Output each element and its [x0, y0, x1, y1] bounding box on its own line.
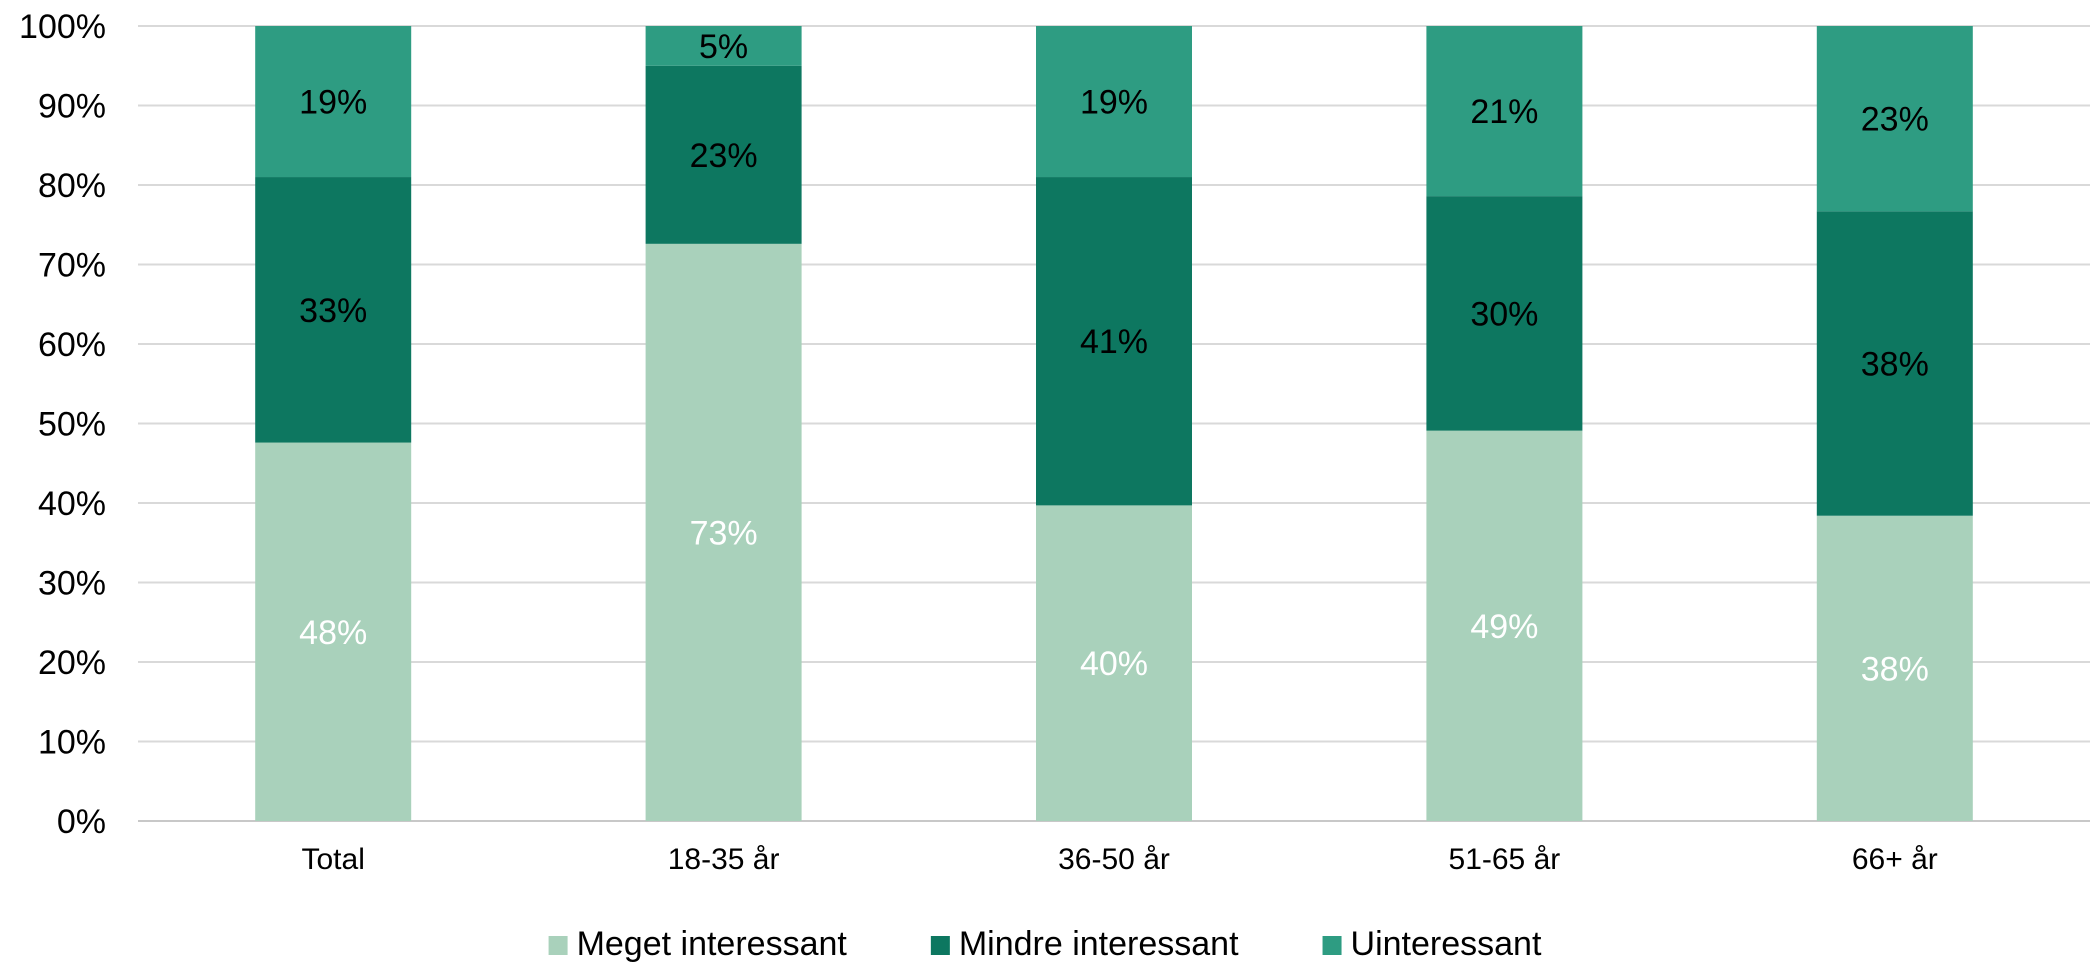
bar-segment	[1816, 26, 1973, 212]
data-label: 19%	[299, 84, 367, 122]
y-tick-label: 100%	[19, 8, 106, 46]
data-label: 33%	[299, 292, 367, 330]
y-tick-label: 10%	[38, 724, 106, 762]
bar-segment	[1036, 26, 1192, 178]
bar-segment	[1426, 26, 1583, 197]
x-tick-label: 36-50 år	[1058, 843, 1170, 876]
legend-swatch	[930, 936, 950, 955]
y-tick-label: 40%	[38, 485, 106, 523]
x-tick-label: 66+ år	[1852, 843, 1938, 876]
bar-segment	[1816, 515, 1973, 821]
legend-label: Mindre interessant	[959, 925, 1239, 963]
bar-segment	[255, 26, 412, 178]
data-label: 19%	[1080, 84, 1148, 122]
x-axis-categories: Total 18-35 år 36-50 år 51-65 år 66+ år	[302, 843, 1938, 876]
legend-label: Uinteressant	[1351, 925, 1542, 963]
data-label: 30%	[1470, 295, 1538, 333]
data-label: 40%	[1080, 645, 1148, 683]
data-label: 23%	[1861, 101, 1929, 139]
legend-label: Meget interessant	[577, 925, 848, 963]
bar-segment	[645, 243, 802, 821]
bar-segment	[1816, 211, 1973, 516]
legend-swatch	[1322, 936, 1342, 955]
data-label: 38%	[1861, 345, 1929, 383]
y-tick-label: 50%	[38, 406, 106, 444]
data-label: 38%	[1861, 650, 1929, 688]
y-tick-label: 70%	[38, 247, 106, 285]
x-tick-label: 18-35 år	[668, 843, 780, 876]
bars: 48% 33% 19% 73% 23% 5% 40% 41% 19% 49% 30% 21% 38% 38…	[255, 26, 1973, 821]
legend: Meget interessant Mindre interessant Uinte…	[548, 925, 1542, 963]
data-label: 49%	[1470, 608, 1538, 646]
y-tick-label: 20%	[38, 644, 106, 682]
bar-segment	[645, 65, 802, 244]
bar-segment	[1426, 430, 1583, 821]
y-tick-label: 60%	[38, 326, 106, 364]
data-label: 5%	[699, 28, 748, 66]
y-tick-label: 90%	[38, 88, 106, 126]
y-axis-ticks: 0% 10% 20% 30% 40% 50% 60% 70% 80% 90% 100%	[19, 8, 106, 841]
bar-segment	[1426, 196, 1583, 431]
y-tick-label: 30%	[38, 565, 106, 603]
bar-segment	[645, 26, 802, 66]
x-tick-label: Total	[302, 843, 365, 876]
y-tick-label: 0%	[57, 803, 106, 841]
data-label: 41%	[1080, 323, 1148, 361]
bar-segment	[255, 442, 412, 821]
x-tick-label: 51-65 år	[1449, 843, 1561, 876]
data-label: 21%	[1470, 93, 1538, 131]
bar-segment	[255, 177, 412, 443]
data-label: 23%	[690, 137, 758, 175]
legend-swatch	[548, 936, 568, 955]
data-label: 73%	[690, 514, 758, 552]
bar-segment	[1036, 505, 1192, 821]
bar-segment	[1036, 177, 1192, 506]
data-label: 48%	[299, 614, 367, 652]
y-tick-label: 80%	[38, 167, 106, 205]
